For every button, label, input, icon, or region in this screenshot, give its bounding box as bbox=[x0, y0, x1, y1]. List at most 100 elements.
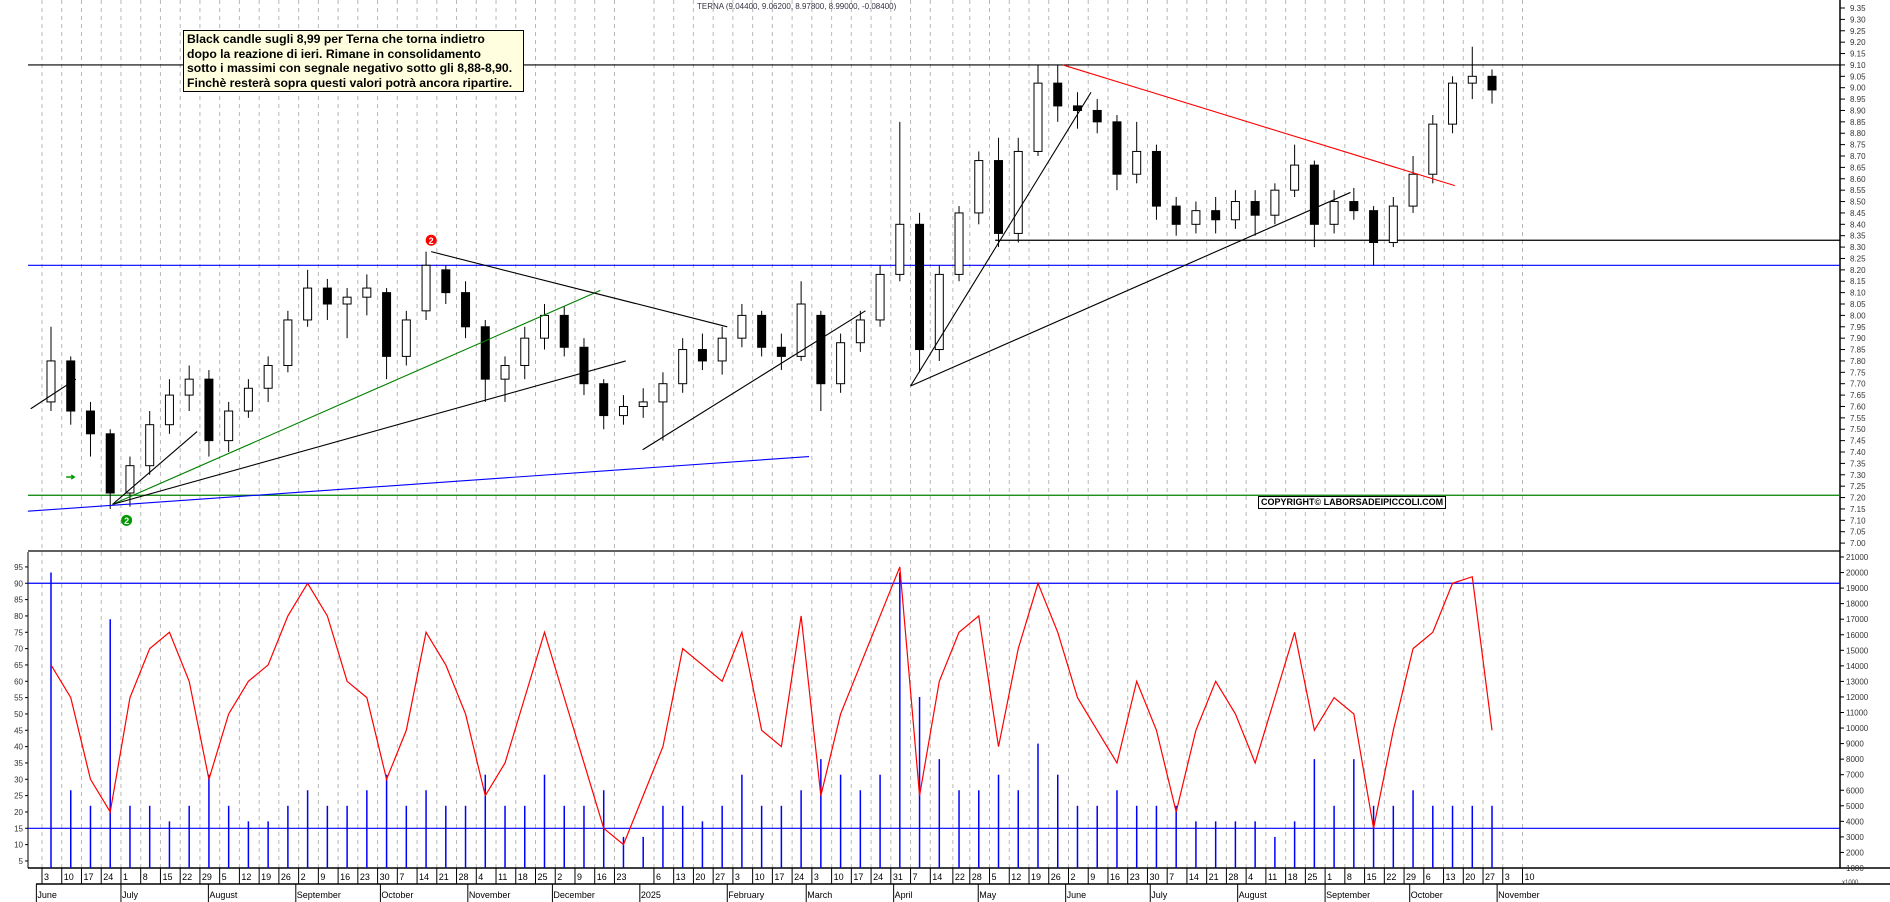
x-tick-label: 5 bbox=[222, 872, 227, 882]
price-tick-label: 7.65 bbox=[1850, 391, 1866, 400]
month-label: February bbox=[728, 890, 765, 900]
trendline bbox=[642, 310, 866, 451]
x-tick-label: 24 bbox=[873, 872, 883, 882]
price-tick-label: 8.75 bbox=[1850, 141, 1866, 150]
price-tick-label: 7.15 bbox=[1850, 505, 1866, 514]
price-tick-label: 8.65 bbox=[1850, 163, 1866, 172]
x-tick-label: 21 bbox=[1209, 872, 1219, 882]
candle-up bbox=[1033, 82, 1043, 152]
signal-marker-label: 2 bbox=[124, 516, 129, 526]
trendline bbox=[112, 431, 198, 505]
price-tick-label: 7.80 bbox=[1850, 357, 1866, 366]
oscillator-tick-label: 70 bbox=[14, 645, 23, 654]
x-tick-label: 15 bbox=[1367, 872, 1377, 882]
oscillator-tick-label: 55 bbox=[14, 694, 23, 703]
candle-up bbox=[1428, 123, 1438, 175]
price-tick-label: 9.00 bbox=[1850, 84, 1866, 93]
candle-up bbox=[1013, 150, 1023, 234]
volume-tick-label: 20000 bbox=[1846, 569, 1869, 578]
trendline bbox=[1062, 64, 1455, 187]
volume-unit-label: x1000 bbox=[1842, 880, 1859, 886]
x-tick-label: 12 bbox=[241, 872, 251, 882]
x-tick-label: 9 bbox=[577, 872, 582, 882]
x-tick-label: 30 bbox=[380, 872, 390, 882]
volume-tick-label: 21000 bbox=[1846, 553, 1869, 562]
candle-up bbox=[540, 314, 549, 339]
oscillator-tick-label: 45 bbox=[14, 726, 23, 735]
candle-down bbox=[322, 287, 332, 305]
month-label: November bbox=[469, 890, 511, 900]
candle-up bbox=[638, 401, 648, 407]
month-label: August bbox=[1239, 890, 1268, 900]
x-tick-label: 29 bbox=[1406, 872, 1416, 882]
candle-up bbox=[954, 212, 964, 275]
price-tick-label: 7.95 bbox=[1850, 323, 1866, 332]
price-tick-label: 7.10 bbox=[1850, 516, 1866, 525]
candle-up bbox=[362, 287, 372, 298]
candle-up bbox=[1408, 173, 1418, 207]
x-tick-label: 19 bbox=[1031, 872, 1041, 882]
x-tick-label: 11 bbox=[498, 872, 507, 882]
price-tick-label: 8.45 bbox=[1850, 209, 1866, 218]
x-tick-label: 17 bbox=[774, 872, 784, 882]
x-tick-label: 10 bbox=[1525, 872, 1535, 882]
candle-down bbox=[599, 383, 609, 417]
price-tick-label: 8.70 bbox=[1850, 152, 1866, 161]
oscillator-tick-label: 5 bbox=[19, 857, 24, 866]
candle-up bbox=[243, 387, 253, 412]
candle-down bbox=[559, 314, 569, 348]
volume-tick-label: 12000 bbox=[1846, 693, 1869, 702]
price-tick-label: 8.80 bbox=[1850, 129, 1866, 138]
candle-down bbox=[1151, 150, 1161, 207]
candle-up bbox=[1329, 201, 1339, 225]
price-tick-label: 9.30 bbox=[1850, 15, 1866, 24]
month-label: July bbox=[1151, 890, 1168, 900]
x-tick-label: 10 bbox=[834, 872, 844, 882]
x-tick-label: 6 bbox=[656, 872, 661, 882]
volume-tick-label: 2000 bbox=[1846, 848, 1864, 857]
candle-up bbox=[875, 273, 885, 321]
x-tick-label: 7 bbox=[399, 872, 404, 882]
candle-down bbox=[85, 410, 95, 435]
volume-tick-label: 5000 bbox=[1846, 802, 1864, 811]
price-tick-label: 7.60 bbox=[1850, 402, 1866, 411]
x-tick-label: 16 bbox=[597, 872, 607, 882]
x-tick-label: 25 bbox=[1307, 872, 1317, 882]
candle-up bbox=[1230, 201, 1240, 221]
x-tick-label: 11 bbox=[1268, 872, 1277, 882]
candle-up bbox=[974, 160, 984, 214]
month-label: October bbox=[381, 890, 413, 900]
price-tick-label: 7.05 bbox=[1850, 528, 1866, 537]
volume-tick-label: 7000 bbox=[1846, 771, 1864, 780]
x-tick-label: 7 bbox=[913, 872, 918, 882]
x-tick-label: 3 bbox=[1505, 872, 1510, 882]
candle-down bbox=[1487, 75, 1497, 91]
price-tick-label: 8.95 bbox=[1850, 95, 1866, 104]
price-tick-label: 9.15 bbox=[1850, 50, 1866, 59]
volume-tick-label: 4000 bbox=[1846, 817, 1864, 826]
oscillator-tick-label: 25 bbox=[14, 792, 23, 801]
x-tick-label: 23 bbox=[616, 872, 626, 882]
month-label: August bbox=[209, 890, 238, 900]
candle-down bbox=[994, 160, 1004, 234]
price-tick-label: 8.10 bbox=[1850, 289, 1866, 298]
x-tick-label: 31 bbox=[893, 872, 903, 882]
x-tick-label: 22 bbox=[182, 872, 192, 882]
annotation-line: Finchè resterà sopra questi valori potrà… bbox=[187, 75, 513, 90]
oscillator-tick-label: 20 bbox=[14, 808, 23, 817]
price-tick-label: 7.85 bbox=[1850, 346, 1866, 355]
x-tick-label: 10 bbox=[64, 872, 74, 882]
volume-tick-label: 9000 bbox=[1846, 740, 1864, 749]
month-label: October bbox=[1411, 890, 1443, 900]
annotation-box: Black candle sugli 8,99 per Terna che to… bbox=[183, 30, 524, 92]
price-tick-label: 8.35 bbox=[1850, 232, 1866, 241]
oscillator-tick-label: 30 bbox=[14, 775, 23, 784]
x-tick-label: 8 bbox=[1347, 872, 1352, 882]
candle-up bbox=[184, 378, 194, 396]
x-tick-label: 2 bbox=[557, 872, 562, 882]
candle-up bbox=[283, 319, 293, 366]
x-tick-label: 24 bbox=[794, 872, 804, 882]
price-tick-label: 7.90 bbox=[1850, 334, 1866, 343]
x-tick-label: 4 bbox=[478, 872, 483, 882]
candle-up bbox=[1270, 189, 1280, 216]
